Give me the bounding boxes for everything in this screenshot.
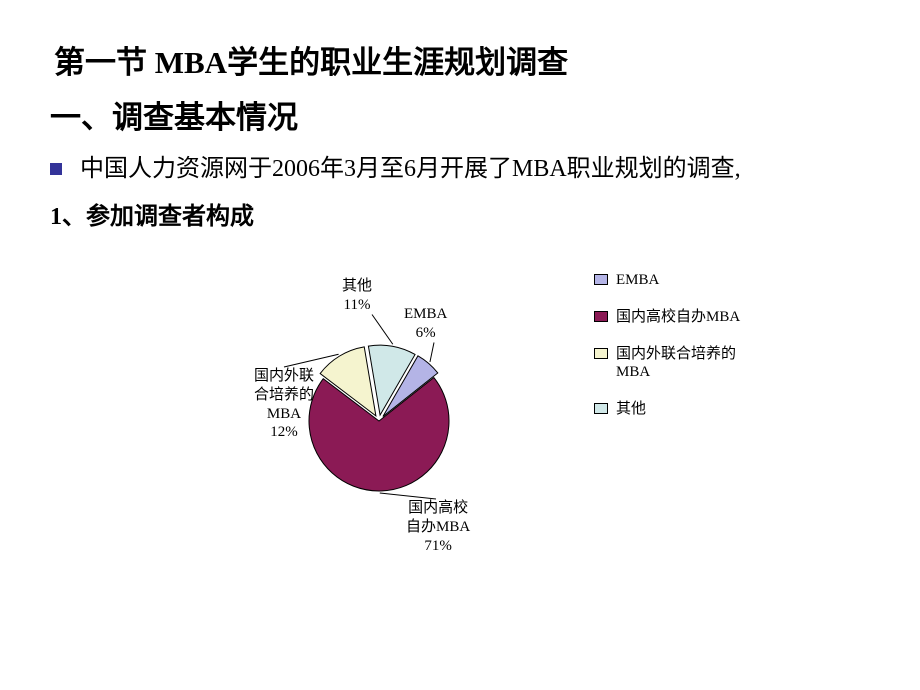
legend-swatch-other bbox=[594, 403, 608, 414]
legend-item-joint: 国内外联合培养的MBA bbox=[594, 345, 746, 383]
pie-label-other: 其他 11% bbox=[342, 277, 372, 315]
bullet-text: 中国人力资源网于2006年3月至6月开展了MBA职业规划的调查, bbox=[80, 151, 870, 188]
subheading: 1、参加调查者构成 bbox=[50, 196, 870, 231]
leader-line-other bbox=[372, 315, 393, 345]
legend-item-other: 其他 bbox=[594, 400, 746, 419]
pie-label-dom: 国内高校 自办MBA 71% bbox=[406, 499, 470, 555]
legend-item-dom: 国内高校自办MBA bbox=[594, 308, 746, 327]
bullet-item: 中国人力资源网于2006年3月至6月开展了MBA职业规划的调查, bbox=[50, 151, 870, 188]
chart-area: EMBA 6% 国内高校 自办MBA 71% 国内外联 合培养的 MBA 12% 其他… bbox=[50, 271, 870, 571]
pie-svg bbox=[174, 271, 534, 571]
legend-item-emba: EMBA bbox=[594, 271, 746, 290]
leader-line-emba bbox=[430, 343, 434, 362]
pie-chart: EMBA 6% 国内高校 自办MBA 71% 国内外联 合培养的 MBA 12% 其他… bbox=[174, 271, 534, 571]
legend-swatch-emba bbox=[594, 274, 608, 285]
legend-swatch-joint bbox=[594, 348, 608, 359]
legend-label-joint: 国内外联合培养的MBA bbox=[616, 345, 746, 383]
section-heading: 一、调查基本情况 bbox=[50, 95, 870, 142]
pie-label-emba: EMBA 6% bbox=[404, 305, 447, 343]
legend: EMBA 国内高校自办MBA 国内外联合培养的MBA 其他 bbox=[594, 271, 746, 437]
bullet-marker bbox=[50, 163, 62, 175]
pie-label-joint: 国内外联 合培养的 MBA 12% bbox=[254, 367, 314, 442]
legend-label-emba: EMBA bbox=[616, 271, 659, 290]
slide-title: 第一节 MBA学生的职业生涯规划调查 bbox=[50, 40, 870, 87]
legend-label-other: 其他 bbox=[616, 400, 646, 419]
legend-label-dom: 国内高校自办MBA bbox=[616, 308, 740, 327]
legend-swatch-dom bbox=[594, 311, 608, 322]
